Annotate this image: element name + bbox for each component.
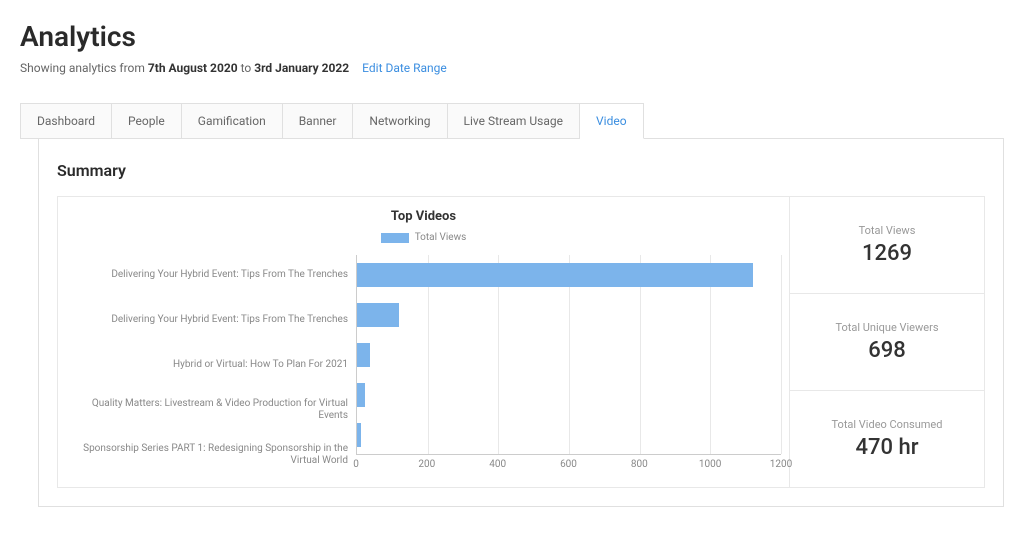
chart-bar [357,343,370,367]
chart-plot-wrap: 020040060080010001200 [356,255,781,475]
chart-x-tick: 0 [353,459,359,470]
stat-value: 1269 [862,241,912,266]
to-word: to [238,61,255,75]
chart-y-labels: Delivering Your Hybrid Event: Tips From … [66,255,356,475]
date-to: 3rd January 2022 [254,61,349,75]
chart-x-tick: 1200 [770,459,792,470]
chart-bar [357,303,399,327]
summary-panel: Summary Top Videos Total Views Deliverin… [38,139,1004,507]
stat-card-total-unique-viewers: Total Unique Viewers 698 [790,294,985,391]
tabs: DashboardPeopleGamificationBannerNetwork… [20,103,1004,139]
chart-x-tick: 1000 [699,459,721,470]
chart-body: Delivering Your Hybrid Event: Tips From … [66,255,781,475]
chart-x-tick: 200 [418,459,435,470]
tab-banner[interactable]: Banner [283,103,354,138]
tab-video[interactable]: Video [580,103,644,139]
stats-column: Total Views1269Total Unique Viewers698To… [790,196,985,488]
chart-y-label: Sponsorship Series PART 1: Redesigning S… [66,435,356,475]
chart-x-tick: 600 [560,459,577,470]
legend-swatch [381,233,409,243]
tab-dashboard[interactable]: Dashboard [20,103,112,138]
stat-label: Total Unique Viewers [835,321,938,334]
chart-y-label: Quality Matters: Livestream & Video Prod… [66,390,356,430]
chart-bar [357,263,753,287]
top-videos-chart: Top Videos Total Views Delivering Your H… [57,196,790,488]
chart-y-label: Hybrid or Virtual: How To Plan For 2021 [66,345,356,385]
chart-plot [356,255,781,455]
chart-gridline [781,255,782,454]
page-title: Analytics [20,20,1004,53]
stat-label: Total Video Consumed [832,418,943,431]
content-row: Top Videos Total Views Delivering Your H… [57,196,985,488]
chart-bar [357,423,361,447]
summary-title: Summary [57,161,985,180]
chart-y-label: Delivering Your Hybrid Event: Tips From … [66,300,356,340]
stat-card-total-views: Total Views 1269 [790,196,985,294]
date-range-line: Showing analytics from 7th August 2020 t… [20,61,1004,75]
stat-label: Total Views [859,224,916,237]
chart-title: Top Videos [66,209,781,224]
chart-y-label: Delivering Your Hybrid Event: Tips From … [66,255,356,295]
tab-networking[interactable]: Networking [353,103,447,138]
date-from: 7th August 2020 [148,61,238,75]
stat-value: 698 [868,338,906,363]
stat-value: 470 hr [856,435,919,460]
chart-legend: Total Views [66,232,781,243]
legend-label: Total Views [415,232,467,243]
chart-x-ticks: 020040060080010001200 [356,459,781,475]
chart-bar [357,383,365,407]
tab-people[interactable]: People [112,103,182,138]
tab-gamification[interactable]: Gamification [182,103,283,138]
edit-date-range-link[interactable]: Edit Date Range [362,61,447,75]
stat-card-total-video-consumed: Total Video Consumed 470 hr [790,391,985,488]
chart-x-tick: 400 [489,459,506,470]
chart-x-tick: 800 [631,459,648,470]
tab-live-stream-usage[interactable]: Live Stream Usage [448,103,580,138]
showing-prefix: Showing analytics from [20,61,148,75]
